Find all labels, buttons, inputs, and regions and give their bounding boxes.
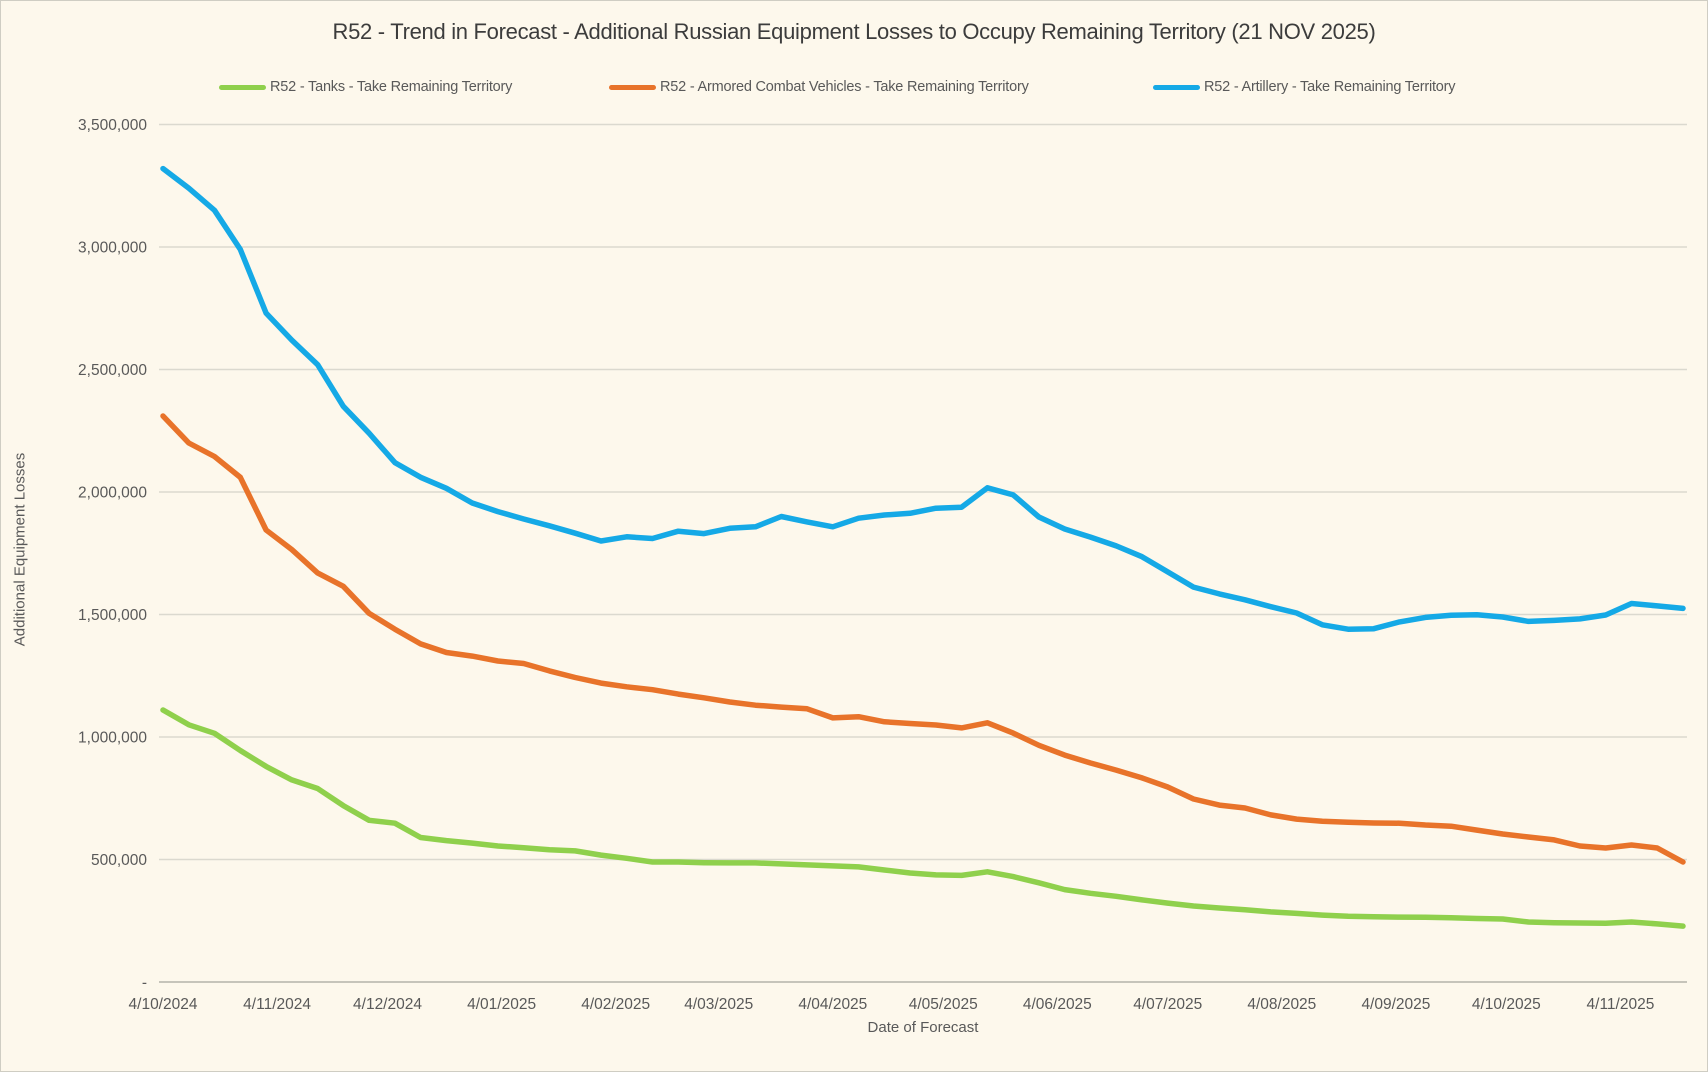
y-tick-label: 500,000	[91, 852, 147, 869]
legend-item-tanks: R52 - Tanks - Take Remaining Territory	[219, 77, 512, 97]
y-tick-label: 1,500,000	[78, 607, 147, 624]
x-tick-label: 4/08/2025	[1247, 996, 1316, 1013]
acv-series-swatch-icon	[609, 84, 656, 90]
x-tick-label: 4/02/2025	[581, 996, 650, 1013]
x-axis-title: Date of Forecast	[867, 1019, 979, 1036]
artillery-series-swatch-icon	[1153, 84, 1200, 90]
x-tick-label: 4/03/2025	[684, 996, 753, 1013]
y-axis-title: Additional Equipment Losses	[11, 452, 29, 647]
legend-item-armored-combat-vehicles: R52 - Armored Combat Vehicles - Take Rem…	[609, 77, 1029, 97]
series-line-armored-combat-vehicles	[160, 413, 1686, 865]
x-tick-label: 4/10/2024	[129, 996, 198, 1013]
x-tick-label: 4/07/2025	[1133, 996, 1202, 1013]
y-tick-label: 2,500,000	[78, 362, 147, 379]
x-tick-label: 4/05/2025	[909, 996, 978, 1013]
chart-title: R52 - Trend in Forecast - Additional Rus…	[332, 19, 1376, 44]
x-tick-label: 4/09/2025	[1361, 996, 1430, 1013]
y-tick-label: 1,000,000	[78, 730, 147, 747]
x-tick-label: 4/10/2025	[1472, 996, 1541, 1013]
series-line-artillery	[160, 165, 1686, 632]
y-tick-label: -	[142, 975, 147, 992]
legend-label-tanks: R52 - Tanks - Take Remaining Territory	[270, 79, 513, 95]
x-tick-label: 4/01/2025	[467, 996, 536, 1013]
legend-item-artillery: R52 - Artillery - Take Remaining Territo…	[1153, 77, 1456, 97]
y-tick-label: 2,000,000	[78, 485, 147, 502]
x-tick-label: 4/06/2025	[1023, 996, 1092, 1013]
x-tick-label: 4/11/2025	[1587, 996, 1655, 1013]
y-tick-label: 3,000,000	[78, 240, 147, 257]
x-tick-label: 4/12/2024	[353, 996, 422, 1013]
y-tick-label: 3,500,000	[78, 117, 147, 134]
series-line-tanks	[160, 707, 1686, 929]
tanks-series-swatch-icon	[219, 84, 266, 90]
x-tick-label: 4/11/2024	[243, 996, 311, 1013]
x-tick-label: 4/04/2025	[798, 996, 867, 1013]
legend-label-artillery: R52 - Artillery - Take Remaining Territo…	[1204, 79, 1456, 95]
legend-label-armored-combat-vehicles: R52 - Armored Combat Vehicles - Take Rem…	[660, 79, 1029, 95]
